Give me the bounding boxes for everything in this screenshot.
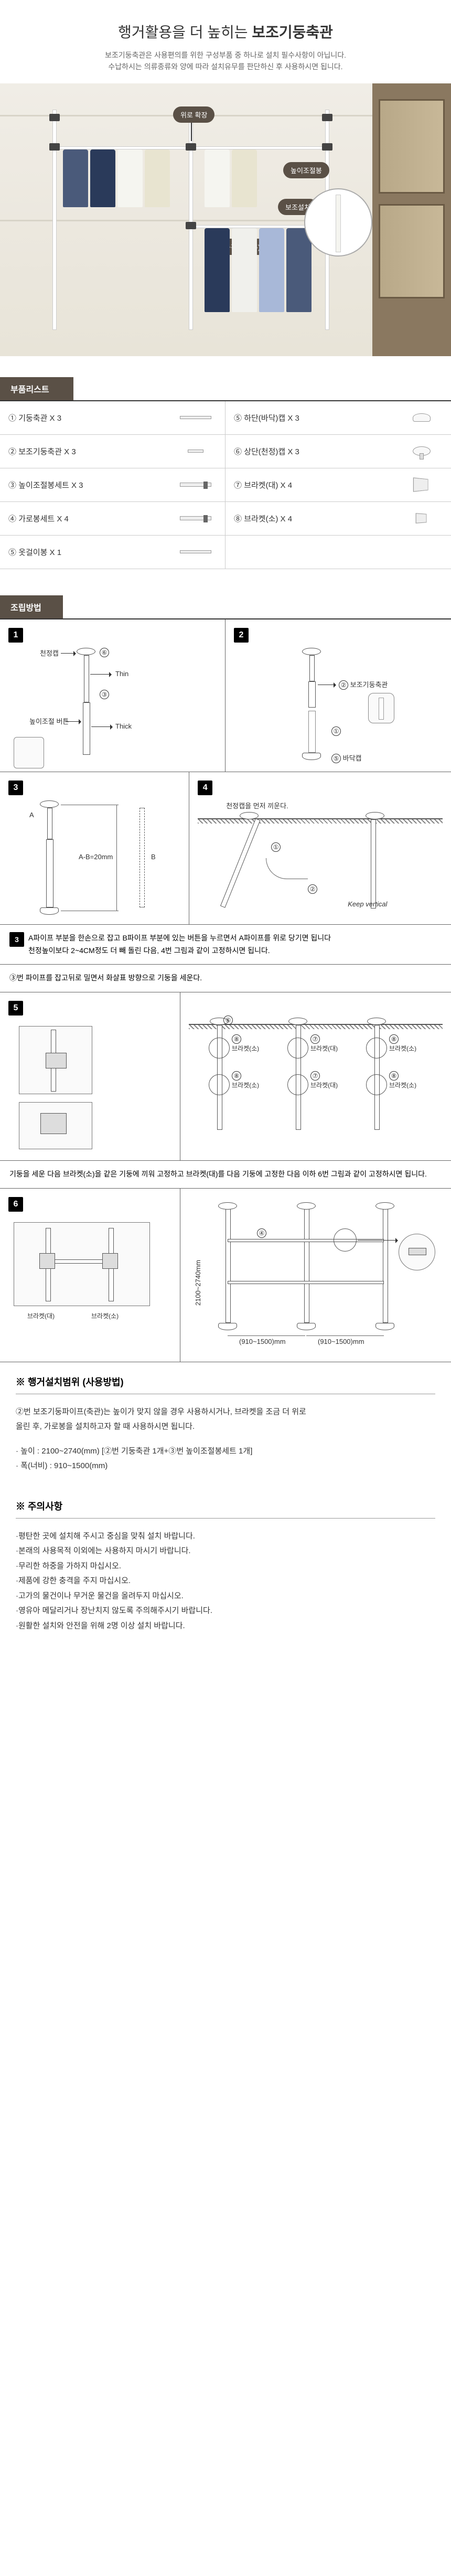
rack-illustration: 위로 확장 높이조절봉 보조설치 보조축관(하단부)	[52, 110, 336, 330]
step-6-left: 6 브라켓(대) 브라켓(소)	[0, 1189, 180, 1362]
label-dim: A-B=20mm	[79, 853, 113, 861]
part-row: ⑧ 브라켓(소) X 4	[225, 502, 451, 536]
step-5-right: ⑧브라켓(소) ⑦브라켓(대) ⑧브라켓(소) ⑧브라켓(소) ⑦브라켓(대) …	[180, 992, 451, 1160]
step-number: 3	[8, 781, 23, 795]
label-thick: Thick	[115, 722, 132, 730]
tube-small-icon	[188, 450, 203, 453]
label-up-expand: 위로 확장	[173, 106, 214, 123]
step-number: 6	[8, 1197, 23, 1212]
part-row: ② 보조기둥축관 X 3	[0, 435, 225, 468]
caution-item: ·평탄한 곳에 설치해 주시고 중심을 맞춰 설치 바랍니다.	[16, 1529, 435, 1544]
assembly-title: 조립방법	[0, 595, 63, 618]
range-line: 올린 후, 가로봉을 설치하고자 할 때 사용하시면 됩니다.	[16, 1419, 435, 1435]
label-top-cap: 천정캡	[40, 648, 59, 658]
circle-callout	[304, 188, 372, 256]
label-height-adj: 높이조절봉	[283, 162, 329, 178]
part-row: ⑦ 브라켓(대) X 4	[225, 468, 451, 502]
range-line: ②번 보조기둥파이프(축관)는 높이가 맞지 않을 경우 사용하시거나, 브라켓…	[16, 1405, 435, 1420]
circ-3: ③	[100, 690, 109, 699]
circ-1: ①	[331, 726, 341, 736]
caution-list: ·평탄한 곳에 설치해 주시고 중심을 맞춰 설치 바랍니다. ·본래의 사용목…	[16, 1529, 435, 1634]
caution-block: ※ 주의사항 ·평탄한 곳에 설치해 주시고 중심을 맞춰 설치 바랍니다. ·…	[0, 1487, 451, 1647]
caution-title: ※ 주의사항	[16, 1499, 435, 1513]
label-a: A	[29, 811, 34, 819]
step-mid-desc: ③번 파이프를 잡고뒤로 밀면서 화살표 방향으로 기둥을 세운다.	[0, 965, 451, 992]
tube-icon	[180, 416, 211, 419]
parts-grid: ① 기둥축관 X 3 ⑤ 하단(바닥)캡 X 3 ② 보조기둥축관 X 3 ⑥ …	[0, 400, 451, 569]
parts-title: 부품리스트	[0, 377, 73, 400]
part-row: ④ 가로봉세트 X 4	[0, 502, 225, 536]
hero-image: 위로 확장 높이조절봉 보조설치 보조축관(하단부)	[0, 83, 451, 356]
step-number: 1	[8, 628, 23, 643]
step-2: 2 ② 보조기둥축관 ① ⑤ 바닥캡	[225, 619, 451, 772]
cap-icon	[413, 413, 431, 422]
step-34-desc: 3 A파이프 부분을 한손으로 잡고 B파이프 부분에 있는 버튼을 누르면서 …	[0, 925, 451, 965]
hero-section: 행거활용을 더 높히는 보조기둥축관 보조기둥축관은 사용편의를 위한 구성부품…	[0, 0, 451, 83]
part-row: ⑤ 옷걸이봉 X 1	[0, 536, 225, 569]
bracket-large-icon	[413, 478, 428, 493]
label-bracket-l: 브라켓(대)	[27, 1311, 55, 1320]
spring-cap-icon	[413, 446, 431, 456]
label-ceiling-push: 천정캡을 먼저 끼운다.	[226, 800, 288, 810]
step-5-desc: 기둥을 세운 다음 브라켓(소)을 같은 기둥에 끼워 고정하고 브라켓(대)를…	[0, 1161, 451, 1189]
part-row: ⑥ 상단(천정)캡 X 3	[225, 435, 451, 468]
circ-2: ②	[308, 884, 317, 894]
part-row	[225, 536, 451, 569]
caution-item: ·원활한 설치와 안전을 위해 2명 이상 설치 바랍니다.	[16, 1619, 435, 1634]
step-3: 3 A A-B=20mm B	[0, 772, 189, 924]
step-number: 5	[8, 1001, 23, 1016]
hero-title-bold: 보조기둥축관	[252, 24, 333, 40]
hero-title: 행거활용을 더 높히는 보조기둥축관	[16, 21, 435, 42]
part-row: ⑤ 하단(바닥)캡 X 3	[225, 401, 451, 435]
step-6-right: ④ 2100~2740mm (910~1500)mm (910~1500)mm	[180, 1189, 451, 1362]
adjust-bar-icon	[180, 483, 211, 487]
step-number: 4	[198, 781, 212, 795]
adjust-bar-icon	[180, 516, 211, 520]
label-thin: Thin	[115, 670, 128, 678]
bracket-small-icon	[416, 513, 427, 523]
label-w1: (910~1500)mm	[239, 1338, 286, 1345]
label-w2: (910~1500)mm	[318, 1338, 364, 1345]
label-adj-btn: 높이조절 버튼	[29, 716, 69, 726]
caution-item: ·본래의 사용목적 이외에는 사용하지 마시기 바랍니다.	[16, 1544, 435, 1559]
label-keep-vertical: Keep vertical	[348, 900, 387, 908]
step-5-left: 5	[0, 992, 180, 1160]
tube-icon	[180, 550, 211, 553]
circ-4: ④	[257, 1228, 266, 1238]
caution-item: ·제품에 강한 충격을 주지 마십시오.	[16, 1574, 435, 1589]
circ-2: ②	[339, 680, 348, 690]
step-1: 1 천정캡 ⑥ Thin ③ 높이조절 버튼 Thick	[0, 619, 225, 772]
range-spec-h: · 높이 : 2100~2740(mm) [②번 기둥축관 1개+③번 높이조절…	[16, 1444, 435, 1459]
hero-title-prefix: 행거활용을 더 높히는	[118, 24, 252, 40]
part-row: ③ 높이조절봉세트 X 3	[0, 468, 225, 502]
hero-sub1: 보조기둥축관은 사용편의를 위한 구성부품 중 하나로 설치 필수사항이 아닙니…	[16, 49, 435, 61]
circ-5: ⑤	[331, 754, 341, 763]
door-illustration	[372, 83, 451, 356]
step-4: 4 천정캡을 먼저 끼운다. ① ② Keep vertical	[189, 772, 451, 924]
hero-sub2: 수납하시는 의류종류와 양에 따라 설치유무를 판단하신 후 사용하시면 됩니다…	[16, 61, 435, 72]
caution-item: ·무리한 하중을 가하지 마십시오.	[16, 1559, 435, 1574]
range-title: ※ 행거설치범위 (사용방법)	[16, 1375, 435, 1388]
label-b: B	[151, 853, 156, 861]
range-block: ※ 행거설치범위 (사용방법) ②번 보조기둥파이프(축관)는 높이가 맞지 않…	[0, 1362, 451, 1487]
caution-item: ·영유아 메달리거나 장난치지 않도록 주의해주시기 바랍니다.	[16, 1604, 435, 1619]
label-bracket-s: 브라켓(소)	[91, 1311, 119, 1320]
caution-item: ·고가의 물건이나 무거운 물건을 올려두지 마십시오.	[16, 1589, 435, 1604]
circ-6: ⑥	[100, 648, 109, 657]
circ-1: ①	[271, 842, 281, 852]
step-number: 2	[234, 628, 249, 643]
part-row: ① 기둥축관 X 3	[0, 401, 225, 435]
label-h-range: 2100~2740mm	[194, 1260, 202, 1306]
range-spec-w: · 폭(너비) : 910~1500(mm)	[16, 1459, 435, 1474]
